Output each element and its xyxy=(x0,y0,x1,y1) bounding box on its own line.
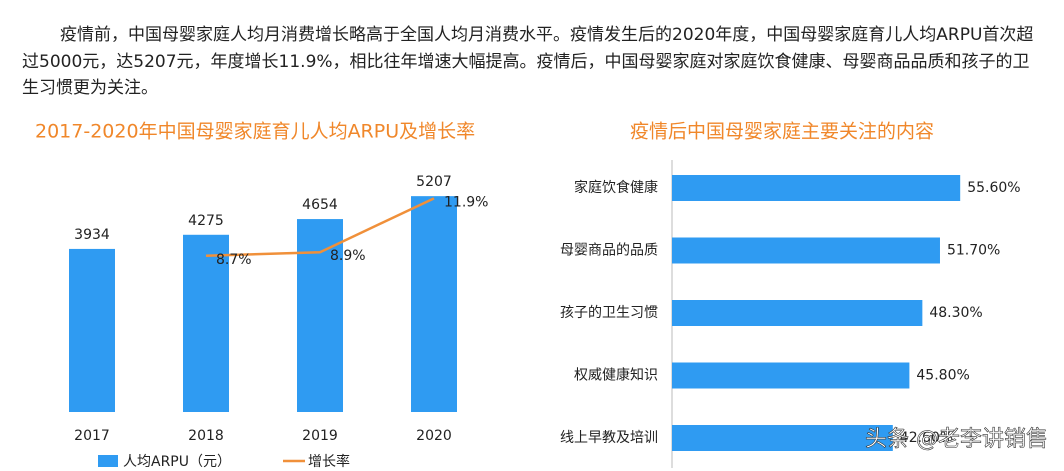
bar-label: 51.70% xyxy=(947,243,1000,259)
x-tick-label: 2020 xyxy=(416,428,452,444)
bar-label: 3934 xyxy=(74,227,110,243)
legend-swatch xyxy=(98,455,118,467)
bar-label: 4275 xyxy=(188,213,224,229)
x-tick-label: 2018 xyxy=(188,428,224,444)
chart-title: 2017-2020年中国母婴家庭育儿人均ARPU及增长率 xyxy=(35,121,475,143)
legend-label: 增长率 xyxy=(308,453,350,470)
y-tick-label: 线上早教及培训 xyxy=(560,430,658,446)
x-tick-label: 2019 xyxy=(302,428,338,444)
line xyxy=(205,197,435,258)
line-label: 8.7% xyxy=(216,252,252,268)
bar xyxy=(411,196,457,412)
bar-label: 55.60% xyxy=(967,180,1020,196)
line-label: 11.9% xyxy=(444,194,488,210)
y-tick-label: 孩子的卫生习惯 xyxy=(560,304,658,321)
y-tick-label: 权威健康知识 xyxy=(574,367,658,384)
bar-label: 4654 xyxy=(302,197,338,213)
bar xyxy=(183,234,229,412)
bar xyxy=(672,362,910,389)
intro-text: 疫情前，中国母婴家庭人均月消费增长略高于全国人均月消费水平。疫情发生后的2020… xyxy=(22,25,1034,98)
x-tick-label: 2017 xyxy=(74,428,110,444)
bar-label: 48.30% xyxy=(929,305,982,321)
line-label: 8.9% xyxy=(330,248,366,264)
y-tick-label: 母婴商品的品质 xyxy=(560,243,658,259)
watermark: 头条 @老李讲销售 xyxy=(865,427,1048,452)
bar-label: 42.60% xyxy=(900,430,953,446)
bar-label: 5207 xyxy=(416,174,452,190)
chart-title: 疫情后中国母婴家庭主要关注的内容 xyxy=(630,121,934,143)
bar xyxy=(672,237,940,264)
bar xyxy=(672,300,923,326)
bar-label: 45.80% xyxy=(916,368,969,384)
legend-label: 人均ARPU（元） xyxy=(123,454,231,470)
bar xyxy=(672,425,893,451)
bar xyxy=(69,248,115,412)
y-tick-label: 家庭饮食健康 xyxy=(574,179,658,196)
bar xyxy=(672,175,961,201)
